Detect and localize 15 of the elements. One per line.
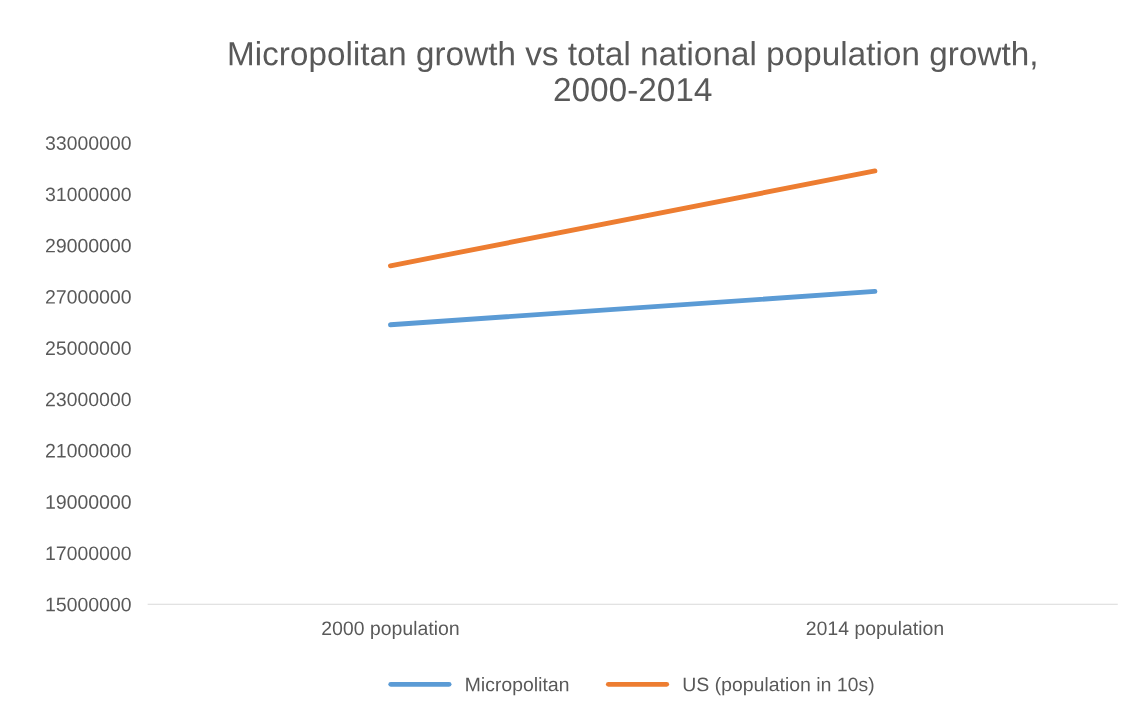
- y-tick-label: 23000000: [46, 392, 131, 407]
- y-tick-label: 17000000: [46, 546, 131, 561]
- x-tick-label: 2000 population: [322, 620, 459, 639]
- y-tick-label: 29000000: [46, 238, 131, 253]
- legend-label: Micropolitan: [466, 677, 569, 696]
- y-tick-label: 31000000: [45, 187, 131, 202]
- chart-title: Micropolitan growth vs total national population growth, 2000-2014: [229, 41, 1036, 102]
- y-tick-label: 25000000: [46, 341, 131, 356]
- y-tick-label: 27000000: [46, 290, 131, 304]
- legend-label: US (population in 10s): [683, 677, 874, 696]
- y-tick-label: 15000000: [46, 597, 131, 612]
- y-tick-label: 33000000: [45, 136, 131, 150]
- x-tick-label: 2014 population: [806, 620, 943, 639]
- y-tick-label: 19000000: [46, 495, 131, 509]
- y-tick-label: 21000000: [46, 443, 131, 458]
